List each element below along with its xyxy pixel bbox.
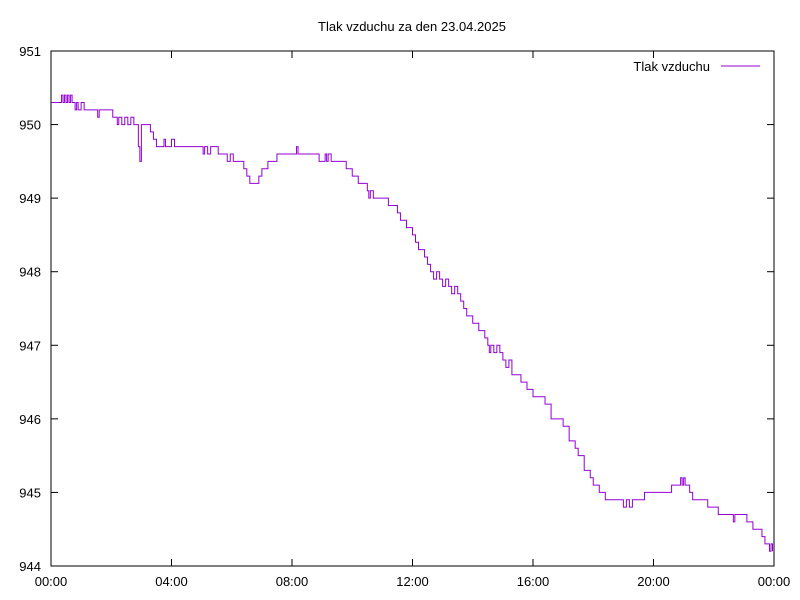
y-tick-label: 944 [19, 559, 41, 574]
x-tick-label: 12:00 [396, 574, 429, 589]
y-tick-label: 948 [19, 265, 41, 280]
x-tick-label: 00:00 [758, 574, 791, 589]
y-tick-label: 946 [19, 412, 41, 427]
x-tick-label: 20:00 [637, 574, 670, 589]
x-tick-label: 00:00 [35, 574, 68, 589]
x-tick-label: 04:00 [155, 574, 188, 589]
y-tick-label: 947 [19, 338, 41, 353]
x-tick-label: 16:00 [517, 574, 550, 589]
y-tick-label: 945 [19, 485, 41, 500]
legend: Tlak vzduchu [633, 59, 760, 74]
x-tick-label: 08:00 [276, 574, 309, 589]
series-line [51, 94, 773, 552]
series-layer [51, 94, 773, 552]
legend-label: Tlak vzduchu [633, 59, 710, 74]
chart-title: Tlak vzduchu za den 23.04.2025 [318, 19, 506, 34]
y-tick-label: 950 [19, 118, 41, 133]
y-tick-label: 949 [19, 191, 41, 206]
y-tick-label: 951 [19, 44, 41, 59]
tick-layer: 00:00 04:00 08:00 12:00 16:00 20:00 00:0094494… [19, 44, 790, 589]
plot-frame [50, 50, 775, 567]
